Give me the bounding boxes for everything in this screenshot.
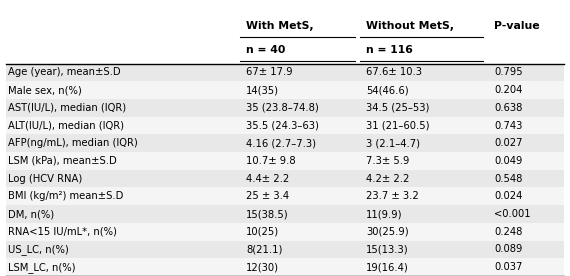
Text: 0.024: 0.024 xyxy=(494,191,523,201)
Text: 0.027: 0.027 xyxy=(494,138,523,148)
Text: 0.638: 0.638 xyxy=(494,103,523,113)
Text: 4.4± 2.2: 4.4± 2.2 xyxy=(246,174,289,184)
Text: 0.037: 0.037 xyxy=(494,262,523,272)
Text: AST(IU/L), median (IQR): AST(IU/L), median (IQR) xyxy=(9,103,127,113)
Bar xyxy=(6,99,564,117)
Text: 25 ± 3.4: 25 ± 3.4 xyxy=(246,191,289,201)
Text: 4.2± 2.2: 4.2± 2.2 xyxy=(366,174,409,184)
Text: Male sex, n(%): Male sex, n(%) xyxy=(9,85,82,95)
Text: 0.743: 0.743 xyxy=(494,121,523,131)
Bar xyxy=(6,205,564,223)
Text: 0.248: 0.248 xyxy=(494,227,523,237)
Bar xyxy=(6,170,564,187)
Text: 19(16.4): 19(16.4) xyxy=(366,262,409,272)
Text: Without MetS,: Without MetS, xyxy=(366,21,454,31)
Text: US_LC, n(%): US_LC, n(%) xyxy=(9,244,69,255)
Text: Age (year), mean±S.D: Age (year), mean±S.D xyxy=(9,67,121,78)
Bar xyxy=(6,258,564,276)
Bar xyxy=(6,64,564,81)
Text: Log (HCV RNA): Log (HCV RNA) xyxy=(9,174,83,184)
Bar xyxy=(6,117,564,134)
Text: 10.7± 9.8: 10.7± 9.8 xyxy=(246,156,295,166)
Text: 15(13.3): 15(13.3) xyxy=(366,245,409,254)
Text: 0.548: 0.548 xyxy=(494,174,523,184)
Text: 30(25.9): 30(25.9) xyxy=(366,227,409,237)
Text: LSM (kPa), mean±S.D: LSM (kPa), mean±S.D xyxy=(9,156,117,166)
Text: 7.3± 5.9: 7.3± 5.9 xyxy=(366,156,409,166)
Text: 14(35): 14(35) xyxy=(246,85,279,95)
Text: DM, n(%): DM, n(%) xyxy=(9,209,55,219)
Text: BMI (kg/m²) mean±S.D: BMI (kg/m²) mean±S.D xyxy=(9,191,124,201)
Text: 8(21.1): 8(21.1) xyxy=(246,245,282,254)
Text: 3 (2.1–4.7): 3 (2.1–4.7) xyxy=(366,138,420,148)
Text: With MetS,: With MetS, xyxy=(246,21,314,31)
Bar xyxy=(6,152,564,170)
Text: 35.5 (24.3–63): 35.5 (24.3–63) xyxy=(246,121,319,131)
Text: 0.089: 0.089 xyxy=(494,245,523,254)
Text: 34.5 (25–53): 34.5 (25–53) xyxy=(366,103,429,113)
Bar xyxy=(6,241,564,258)
Text: 67.6± 10.3: 67.6± 10.3 xyxy=(366,67,422,78)
Text: 0.795: 0.795 xyxy=(494,67,523,78)
Text: 0.049: 0.049 xyxy=(494,156,523,166)
Bar xyxy=(6,223,564,241)
Text: AFP(ng/mL), median (IQR): AFP(ng/mL), median (IQR) xyxy=(9,138,139,148)
Text: 54(46.6): 54(46.6) xyxy=(366,85,409,95)
Text: 35 (23.8–74.8): 35 (23.8–74.8) xyxy=(246,103,319,113)
Text: LSM_LC, n(%): LSM_LC, n(%) xyxy=(9,262,76,273)
Text: ALT(IU/L), median (IQR): ALT(IU/L), median (IQR) xyxy=(9,121,124,131)
Text: 15(38.5): 15(38.5) xyxy=(246,209,288,219)
Text: <0.001: <0.001 xyxy=(494,209,531,219)
Bar xyxy=(6,81,564,99)
Text: 10(25): 10(25) xyxy=(246,227,279,237)
Text: 23.7 ± 3.2: 23.7 ± 3.2 xyxy=(366,191,419,201)
Text: n = 116: n = 116 xyxy=(366,45,413,55)
Text: 11(9.9): 11(9.9) xyxy=(366,209,402,219)
Text: P-value: P-value xyxy=(494,21,540,31)
Text: RNA<15 IU/mL*, n(%): RNA<15 IU/mL*, n(%) xyxy=(9,227,117,237)
Text: 4.16 (2.7–7.3): 4.16 (2.7–7.3) xyxy=(246,138,316,148)
Bar xyxy=(6,187,564,205)
Text: 31 (21–60.5): 31 (21–60.5) xyxy=(366,121,430,131)
Text: 12(30): 12(30) xyxy=(246,262,279,272)
Text: 0.204: 0.204 xyxy=(494,85,523,95)
Text: 67± 17.9: 67± 17.9 xyxy=(246,67,292,78)
Text: n = 40: n = 40 xyxy=(246,45,285,55)
Bar xyxy=(6,134,564,152)
